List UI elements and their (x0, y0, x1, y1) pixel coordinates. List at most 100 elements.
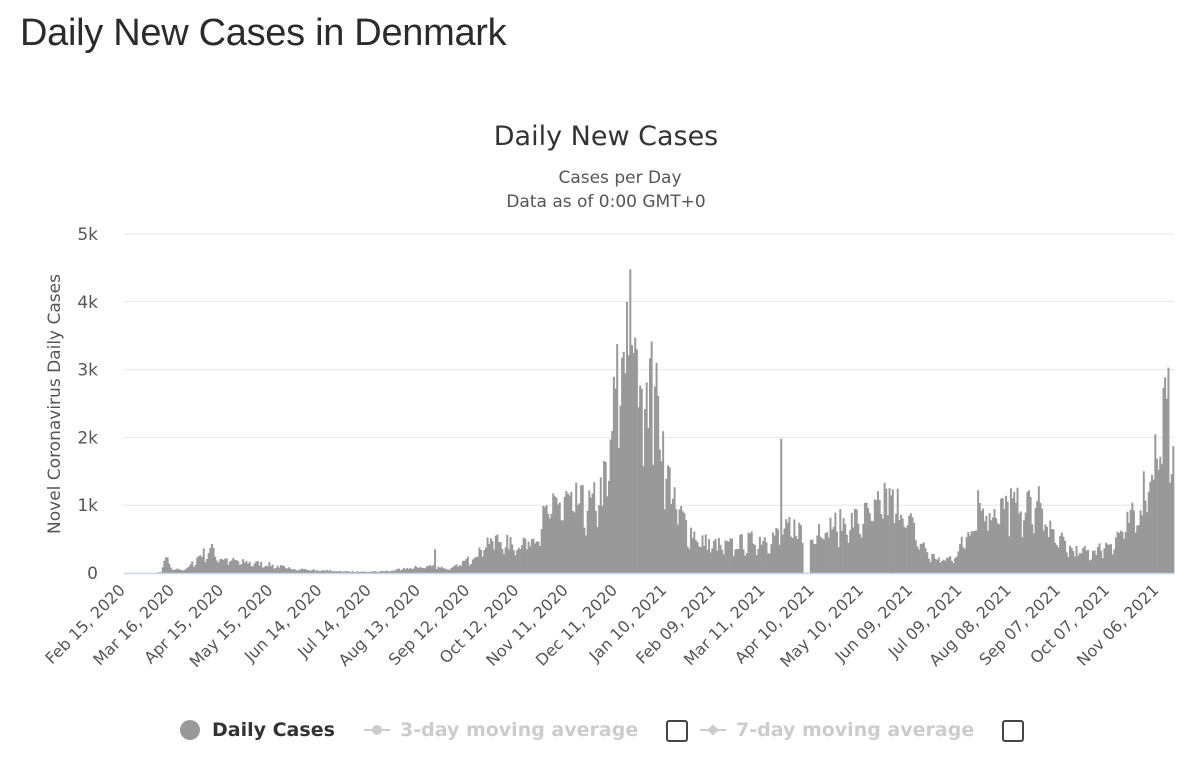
daily-cases-bar[interactable] (944, 560, 947, 573)
daily-cases-bar[interactable] (174, 569, 177, 573)
daily-cases-bar[interactable] (496, 534, 499, 573)
daily-cases-bar[interactable] (189, 564, 192, 573)
daily-cases-bar[interactable] (278, 567, 281, 573)
daily-cases-bar[interactable] (663, 509, 666, 573)
daily-cases-bar[interactable] (900, 514, 903, 573)
daily-cases-bar[interactable] (632, 352, 635, 573)
daily-cases-bar[interactable] (499, 542, 502, 573)
daily-cases-bar[interactable] (202, 548, 205, 573)
daily-cases-bar[interactable] (683, 513, 686, 573)
daily-cases-bar[interactable] (471, 559, 474, 573)
daily-cases-bar[interactable] (406, 568, 409, 573)
daily-cases-bar[interactable] (476, 556, 479, 573)
daily-cases-bar[interactable] (721, 549, 724, 573)
daily-cases-bar[interactable] (673, 487, 676, 573)
daily-cases-bar[interactable] (888, 488, 891, 573)
daily-cases-bar[interactable] (642, 466, 645, 573)
daily-cases-bar[interactable] (591, 493, 594, 573)
daily-cases-bar[interactable] (243, 562, 246, 573)
daily-cases-bar[interactable] (237, 561, 240, 573)
daily-cases-bar[interactable] (279, 565, 282, 573)
daily-cases-bar[interactable] (460, 565, 463, 573)
daily-cases-bar[interactable] (1142, 471, 1145, 573)
daily-cases-bar[interactable] (957, 551, 960, 573)
daily-cases-bar[interactable] (671, 498, 674, 573)
daily-cases-bar[interactable] (169, 567, 172, 573)
daily-cases-bar[interactable] (383, 571, 386, 573)
daily-cases-bar[interactable] (658, 449, 661, 573)
daily-cases-bar[interactable] (583, 527, 586, 573)
daily-cases-bar[interactable] (734, 549, 737, 573)
daily-cases-bar[interactable] (347, 571, 350, 573)
daily-cases-bar[interactable] (1064, 540, 1067, 573)
daily-cases-bar[interactable] (893, 523, 896, 573)
daily-cases-bar[interactable] (1146, 512, 1149, 573)
daily-cases-bar[interactable] (750, 531, 753, 573)
daily-cases-bar[interactable] (926, 552, 929, 573)
daily-cases-bar[interactable] (986, 530, 989, 573)
daily-cases-bar[interactable] (337, 571, 340, 573)
daily-cases-bar[interactable] (773, 535, 776, 573)
daily-cases-bar[interactable] (1118, 533, 1121, 573)
daily-cases-bar[interactable] (524, 538, 527, 573)
daily-cases-bar[interactable] (970, 531, 973, 573)
daily-cases-bar[interactable] (1144, 500, 1147, 573)
daily-cases-bar[interactable] (1121, 531, 1124, 573)
daily-cases-bar[interactable] (809, 540, 812, 573)
daily-cases-bar[interactable] (786, 522, 789, 573)
daily-cases-bar[interactable] (1082, 548, 1085, 573)
daily-cases-bar[interactable] (1132, 510, 1135, 573)
daily-cases-bar[interactable] (1091, 550, 1094, 573)
daily-cases-bar[interactable] (973, 530, 976, 573)
daily-cases-bar[interactable] (950, 560, 953, 573)
daily-cases-bar[interactable] (844, 523, 847, 573)
daily-cases-bar[interactable] (571, 510, 574, 573)
daily-cases-bar[interactable] (217, 562, 220, 573)
daily-cases-bar[interactable] (307, 570, 310, 573)
daily-cases-bar[interactable] (993, 508, 996, 573)
daily-cases-bar[interactable] (821, 538, 824, 573)
daily-cases-bar[interactable] (401, 569, 404, 573)
daily-cases-bar[interactable] (537, 541, 540, 573)
daily-cases-bar[interactable] (678, 509, 681, 573)
daily-cases-bar[interactable] (219, 559, 222, 573)
daily-cases-bar[interactable] (585, 535, 588, 573)
daily-cases-bar[interactable] (378, 571, 381, 573)
daily-cases-bar[interactable] (240, 564, 243, 573)
daily-cases-bar[interactable] (731, 538, 734, 573)
daily-cases-bar[interactable] (1006, 501, 1009, 573)
daily-cases-bar[interactable] (918, 549, 921, 573)
daily-cases-bar[interactable] (294, 569, 297, 573)
daily-cases-bar[interactable] (694, 540, 697, 573)
daily-cases-bar[interactable] (281, 565, 284, 573)
daily-cases-bar[interactable] (235, 560, 238, 573)
daily-cases-bar[interactable] (598, 505, 601, 573)
daily-cases-bar[interactable] (1044, 524, 1047, 573)
daily-cases-bar[interactable] (824, 533, 827, 573)
daily-cases-bar[interactable] (924, 548, 927, 573)
daily-cases-bar[interactable] (754, 544, 756, 573)
daily-cases-bar[interactable] (737, 549, 740, 573)
daily-cases-bar[interactable] (883, 482, 886, 573)
daily-cases-bar[interactable] (998, 524, 1001, 573)
daily-cases-bar[interactable] (588, 490, 591, 573)
daily-cases-bar[interactable] (619, 405, 622, 573)
daily-cases-bar[interactable] (676, 524, 679, 573)
daily-cases-bar[interactable] (837, 547, 840, 573)
daily-cases-bar[interactable] (1108, 544, 1111, 573)
daily-cases-bar[interactable] (1052, 529, 1055, 573)
daily-cases-bar[interactable] (1088, 560, 1091, 573)
checkbox-3day-average[interactable] (666, 720, 688, 742)
daily-cases-bar[interactable] (434, 549, 437, 573)
daily-cases-bar[interactable] (1160, 464, 1163, 573)
legend-3day-average[interactable]: 3-day moving average (364, 712, 638, 748)
daily-cases-bar[interactable] (187, 566, 190, 573)
daily-cases-bar[interactable] (799, 525, 802, 573)
daily-cases-bar[interactable] (1126, 511, 1129, 573)
daily-cases-bar[interactable] (662, 431, 665, 573)
daily-cases-bar[interactable] (514, 555, 517, 573)
daily-cases-bar[interactable] (283, 565, 286, 573)
daily-cases-bar[interactable] (475, 557, 478, 573)
daily-cases-bar[interactable] (849, 530, 852, 573)
daily-cases-bar[interactable] (256, 561, 259, 573)
